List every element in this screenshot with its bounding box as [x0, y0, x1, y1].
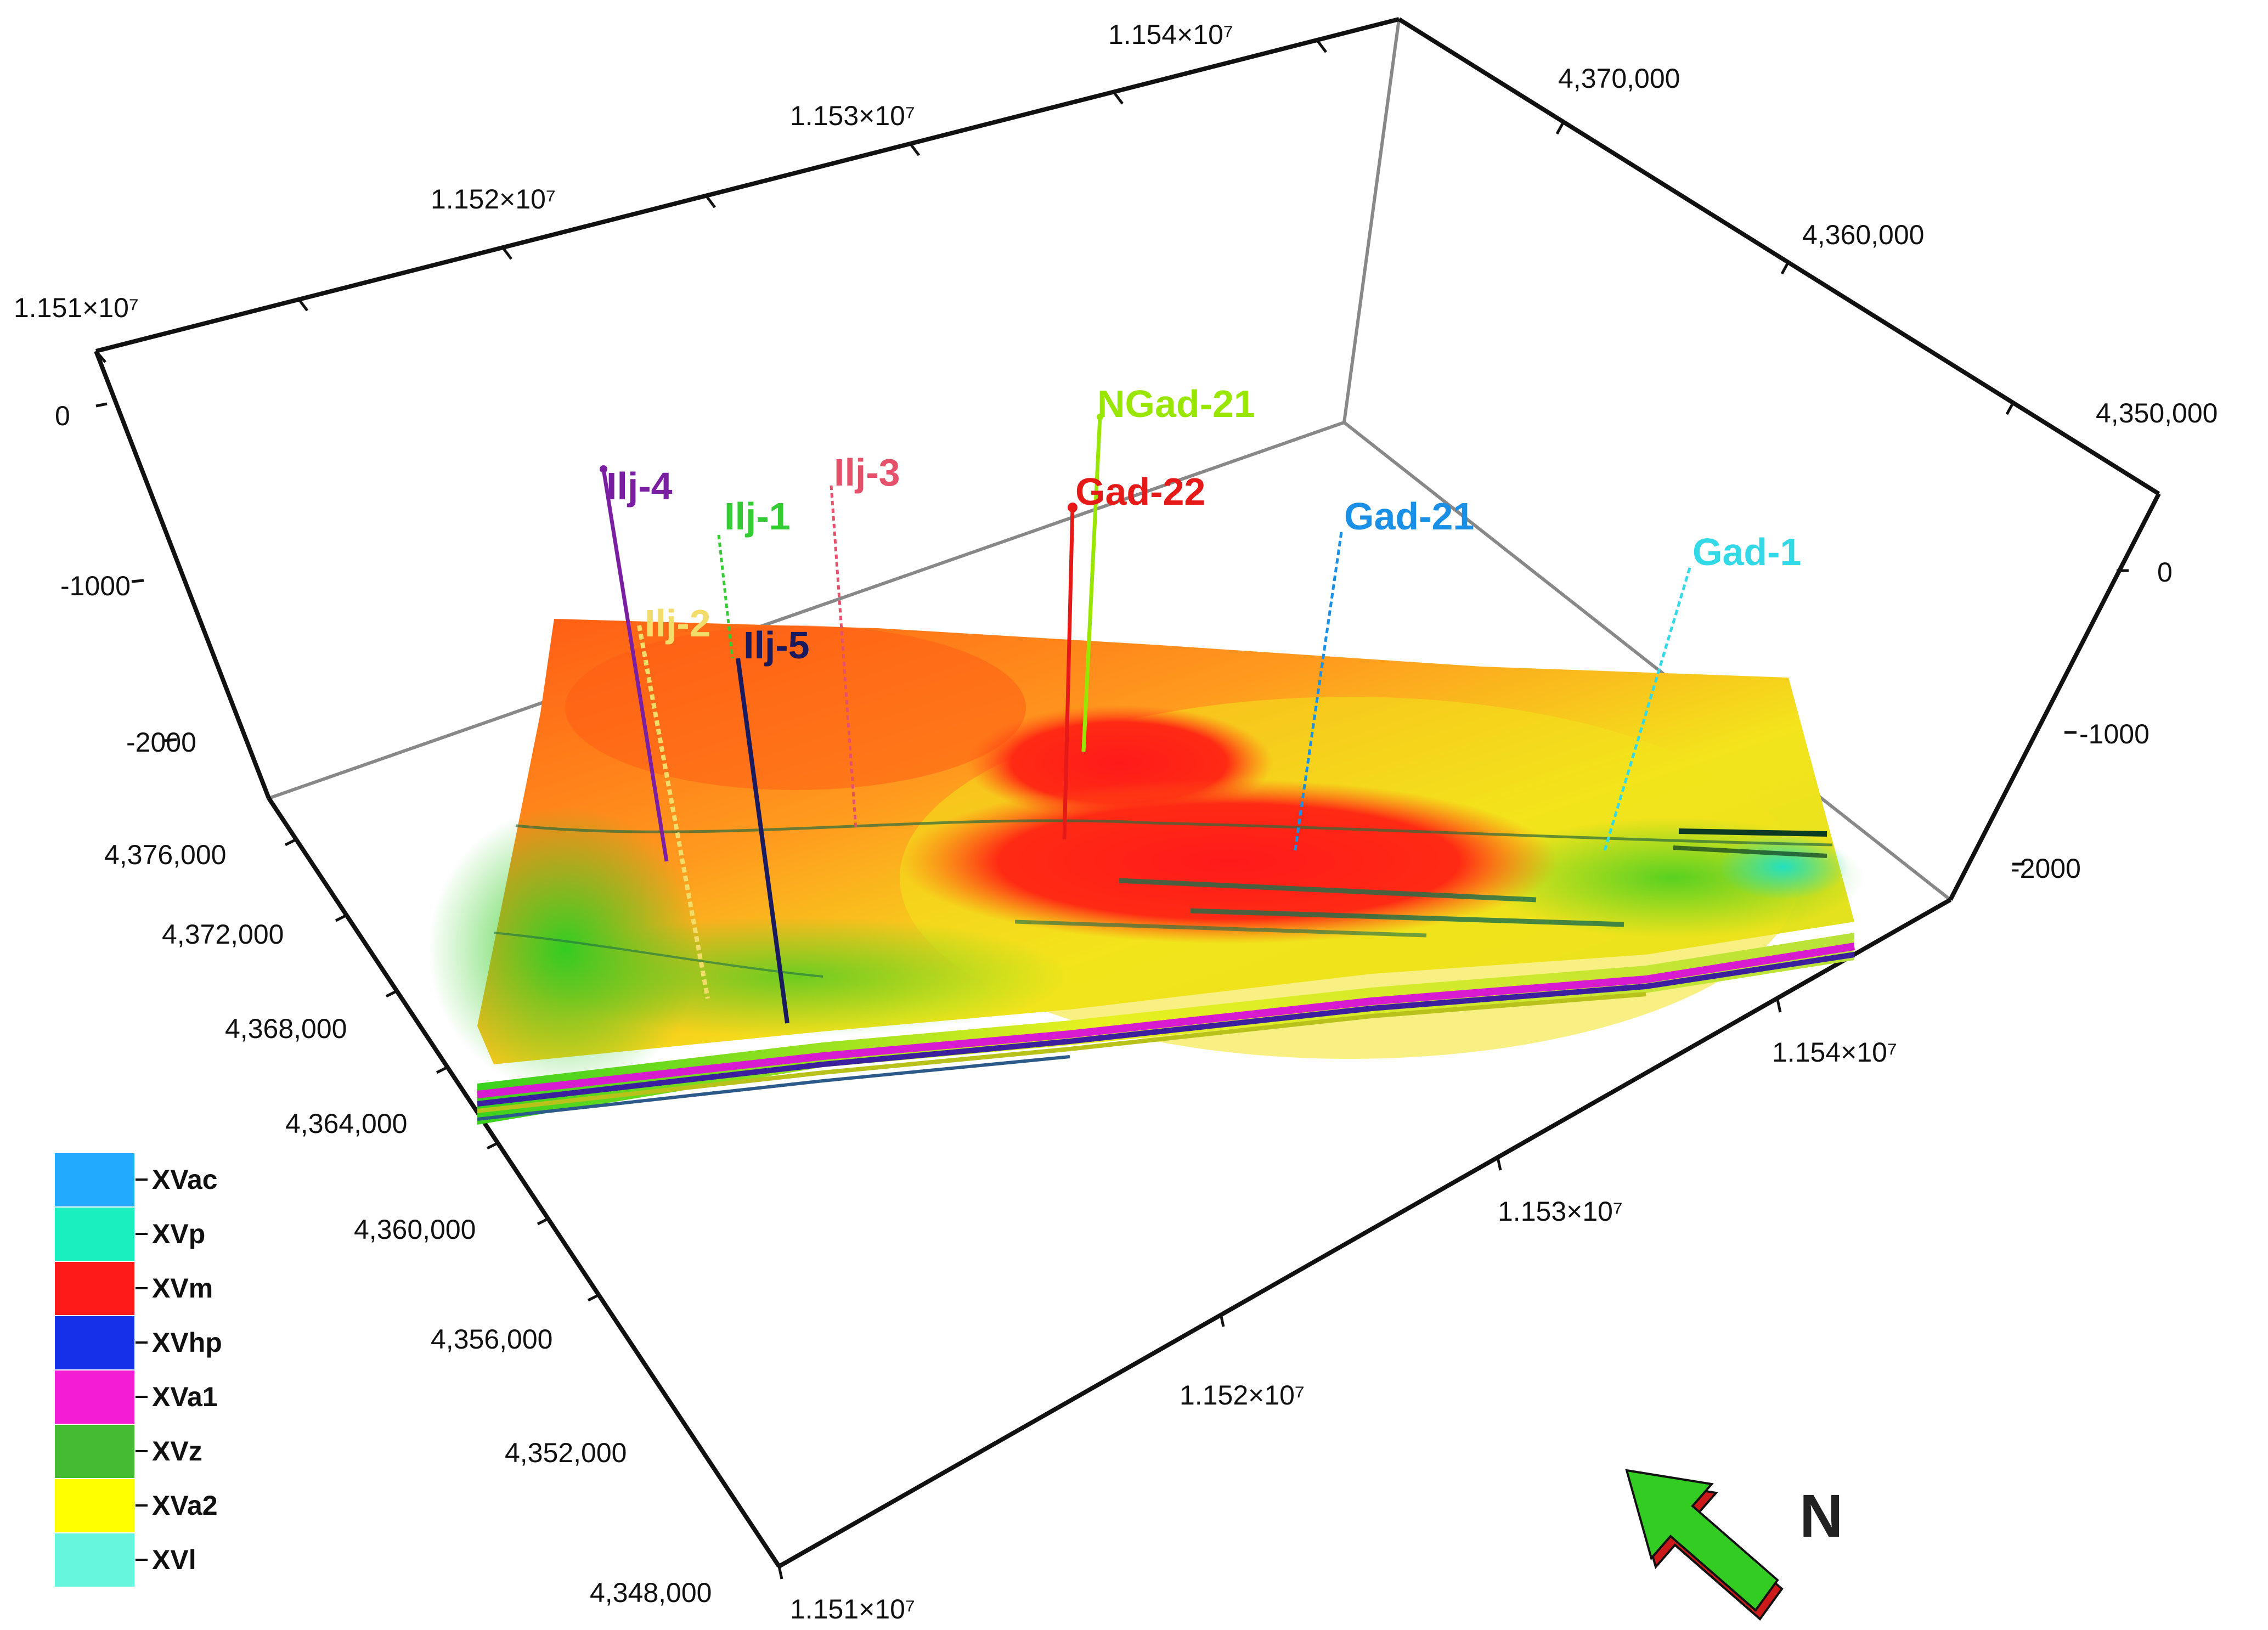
legend-swatch — [55, 1369, 134, 1424]
legend-label: XVac — [152, 1164, 218, 1195]
legend-tick — [136, 1504, 148, 1507]
well-trajectory-ilj-5 — [736, 658, 789, 1024]
legend-label: XVz — [152, 1435, 202, 1467]
legend-item: XVa1 — [55, 1369, 285, 1424]
legend-tick — [136, 1395, 148, 1398]
legend-tick — [136, 1341, 148, 1344]
bounding-box-back — [268, 19, 1951, 901]
well-trajectory-gad-22 — [1062, 507, 1075, 840]
well-labels: Ilj-4 Ilj-2 Ilj-1 Ilj-5 Ilj-3 NGad-21 Ga… — [606, 382, 1801, 667]
legend-swatch — [55, 1424, 134, 1478]
geological-model-block — [428, 619, 1865, 1125]
legend-tick — [136, 1449, 148, 1452]
top-y-tick-label: 4,350,000 — [2096, 398, 2218, 428]
bottom-left-tick-label: 4,372,000 — [162, 919, 284, 950]
well-label-ilj-3: Ilj-3 — [834, 451, 900, 494]
well-trajectories — [600, 414, 1691, 1024]
well-label-gad-21: Gad-21 — [1344, 495, 1474, 538]
legend-item: XVa2 — [55, 1478, 285, 1532]
z-tick-label-left: 0 — [55, 401, 70, 431]
top-x-tick-label: 1.151×10⁷ — [14, 292, 139, 323]
top-x-tick-label: 1.152×10⁷ — [431, 184, 556, 215]
well-trajectory-gad-1 — [1603, 567, 1691, 851]
well-trajectory-ngad-21 — [1081, 416, 1102, 752]
well-label-ilj-2: Ilj-2 — [645, 602, 711, 645]
legend-label: XVm — [152, 1272, 213, 1304]
top-y-tick-label: 4,360,000 — [1802, 219, 1924, 250]
north-label: N — [1799, 1482, 1843, 1550]
bottom-right-tick-label: 1.154×10⁷ — [1772, 1037, 1897, 1068]
z-tick-label-left: -1000 — [60, 571, 131, 601]
legend-swatch — [55, 1152, 134, 1206]
legend-label: XVa2 — [152, 1490, 218, 1521]
well-trajectory-ilj-4 — [601, 469, 669, 862]
legend-item: XVm — [55, 1261, 285, 1315]
z-tick-label-right: -2000 — [2011, 853, 2081, 884]
well-label-gad-22: Gad-22 — [1075, 470, 1205, 513]
z-tick-label-right: -1000 — [2079, 719, 2149, 749]
legend-label: XVl — [152, 1544, 196, 1575]
bottom-right-tick-label: 1.153×10⁷ — [1498, 1196, 1623, 1227]
axis-tick-marks — [95, 40, 2129, 1580]
well-trajectory-gad-21 — [1293, 532, 1343, 854]
legend-tick — [136, 1178, 148, 1181]
bounding-box-front — [94, 17, 2161, 1569]
bottom-left-tick-label: 4,360,000 — [354, 1214, 476, 1245]
legend-item: XVl — [55, 1532, 285, 1587]
legend-tick — [136, 1558, 148, 1561]
z-tick-label-left: -2000 — [126, 727, 196, 758]
top-x-tick-label: 1.154×10⁷ — [1108, 19, 1233, 50]
legend-label: XVp — [152, 1218, 206, 1249]
well-trajectory-ilj-2 — [637, 625, 710, 999]
well-trajectory-ilj-3 — [830, 485, 857, 829]
bottom-left-tick-label: 4,364,000 — [285, 1108, 407, 1139]
legend-tick — [136, 1232, 148, 1235]
legend-item: XVhp — [55, 1315, 285, 1369]
bottom-right-tick-label: 1.151×10⁷ — [790, 1594, 915, 1625]
well-label-ilj-5: Ilj-5 — [743, 624, 810, 667]
legend-swatch — [55, 1532, 134, 1587]
well-label-ngad-21: NGad-21 — [1097, 382, 1255, 425]
north-arrow-icon — [1625, 1469, 1784, 1621]
bottom-right-tick-label: 1.152×10⁷ — [1180, 1380, 1305, 1411]
top-y-tick-label: 4,370,000 — [1558, 63, 1680, 94]
top-x-tick-label: 1.153×10⁷ — [790, 100, 915, 131]
bottom-left-tick-label: 4,352,000 — [505, 1437, 627, 1468]
legend-swatch — [55, 1261, 134, 1315]
bottom-left-tick-label: 4,348,000 — [590, 1577, 712, 1608]
legend-swatch — [55, 1315, 134, 1369]
axis-labels: 1.151×10⁷ 1.152×10⁷ 1.153×10⁷ 1.154×10⁷ … — [14, 19, 2218, 1625]
legend-swatch — [55, 1206, 134, 1261]
legend-item: XVp — [55, 1206, 285, 1261]
well-label-gad-1: Gad-1 — [1692, 531, 1801, 573]
well-label-ilj-1: Ilj-1 — [724, 495, 791, 538]
legend-tick — [136, 1287, 148, 1289]
legend: XVac XVp XVm XVhp XVa1 XVz XVa2 XVl — [55, 1152, 285, 1587]
z-tick-label-right: 0 — [2157, 557, 2173, 588]
legend-label: XVa1 — [152, 1381, 218, 1412]
bottom-left-tick-label: 4,356,000 — [431, 1324, 552, 1355]
well-label-ilj-4: Ilj-4 — [606, 465, 673, 507]
bottom-left-tick-label: 4,368,000 — [225, 1013, 347, 1044]
well-trajectory-ilj-1 — [717, 534, 734, 659]
legend-item: XVz — [55, 1424, 285, 1478]
bottom-left-tick-label: 4,376,000 — [104, 839, 226, 870]
legend-swatch — [55, 1478, 134, 1532]
legend-label: XVhp — [152, 1327, 222, 1358]
legend-item: XVac — [55, 1152, 285, 1206]
